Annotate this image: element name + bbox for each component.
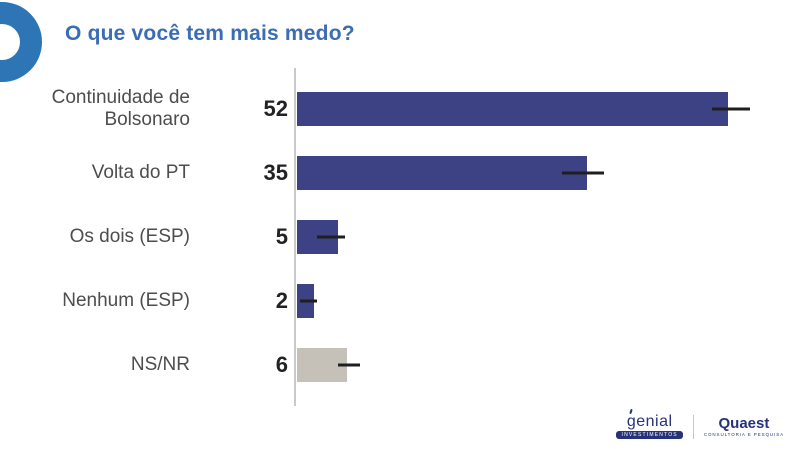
error-bar — [711, 107, 750, 111]
bar-area — [297, 269, 800, 333]
quaest-wordmark: Quaest — [718, 414, 770, 432]
genial-logo: genial investimentos — [616, 408, 683, 439]
footer-logos: genial investimentos Quaest Consultoria … — [616, 408, 784, 439]
category-label: NS/NR — [130, 353, 190, 375]
error-bar — [562, 171, 604, 175]
error-bar — [316, 235, 346, 239]
bar-area — [297, 77, 800, 141]
chart-rows: Continuidade de Bolsonaro 52 Volta do PT 35… — [0, 77, 800, 397]
genial-name-text: genial — [626, 413, 673, 430]
bar-area — [297, 333, 800, 397]
quaest-tagline: Consultoria e Pesquisa — [703, 431, 784, 437]
bar-area — [297, 205, 800, 269]
bar — [297, 92, 729, 126]
bar-area — [297, 141, 800, 205]
chart-row: Nenhum (ESP) 2 — [0, 269, 800, 333]
chart-row: NS/NR 6 — [0, 333, 800, 397]
chart-row: Os dois (ESP) 5 — [0, 205, 800, 269]
quaest-logo: Quaest Consultoria e Pesquisa — [704, 416, 784, 438]
category-label: Nenhum (ESP) — [62, 289, 190, 311]
axis-line — [294, 68, 296, 406]
value-label: 52 — [263, 96, 288, 121]
bar — [297, 156, 588, 190]
error-bar — [337, 363, 360, 367]
category-label: Volta do PT — [91, 161, 190, 183]
page-title: O que você tem mais medo? — [65, 22, 355, 45]
brand-ring-icon — [0, 2, 42, 82]
genial-tagline: investimentos — [616, 431, 683, 439]
value-label: 6 — [275, 352, 288, 377]
genial-wordmark: genial — [626, 408, 673, 430]
value-label: 2 — [275, 288, 288, 313]
chart-row: Volta do PT 35 — [0, 141, 800, 205]
chart-row: Continuidade de Bolsonaro 52 — [0, 77, 800, 141]
error-bar — [300, 299, 317, 303]
category-label: Os dois (ESP) — [69, 225, 190, 247]
logo-divider — [692, 414, 694, 439]
value-label: 5 — [275, 224, 288, 249]
category-label: Continuidade de Bolsonaro — [51, 86, 190, 130]
value-label: 35 — [263, 160, 288, 185]
